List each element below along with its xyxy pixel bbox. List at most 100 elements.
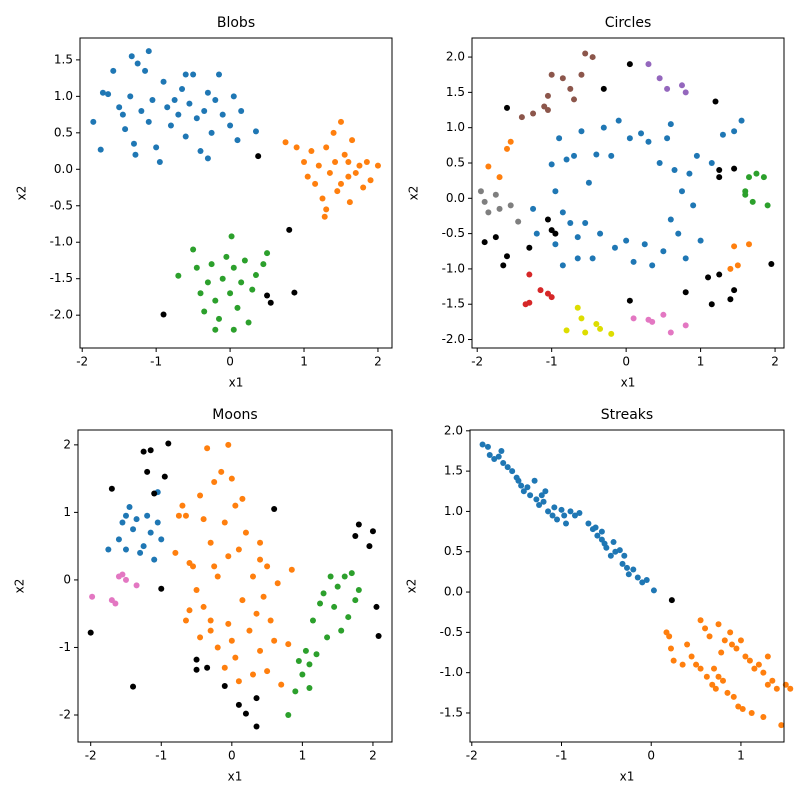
scatter-point (288, 566, 295, 573)
scatter-point (574, 255, 581, 262)
y-tick-label: 0.0 (444, 585, 463, 599)
scatter-point (249, 286, 256, 293)
scatter-point (153, 144, 160, 151)
scatter-point (578, 315, 585, 322)
scatter-point (667, 216, 674, 223)
plot-area (90, 48, 381, 333)
scatter-point (218, 468, 225, 475)
y-axis-label: x2 (407, 186, 421, 201)
x-tick-label: -1 (155, 749, 167, 763)
scatter-point (504, 464, 511, 471)
scatter-point (225, 441, 232, 448)
scatter-point (306, 684, 313, 691)
scatter-point (260, 593, 267, 600)
scatter-point (641, 241, 648, 248)
scatter-point (509, 468, 516, 475)
scatter-point (227, 122, 234, 129)
scatter-point (598, 528, 605, 535)
scatter-point (670, 657, 677, 664)
scatter-point (585, 179, 592, 186)
scatter-point (730, 693, 737, 700)
scatter-point (182, 512, 189, 519)
scatter-point (660, 311, 667, 318)
scatter-point (582, 220, 589, 227)
scatter-point (145, 48, 152, 55)
scatter-point (352, 169, 359, 176)
scatter-point (271, 637, 278, 644)
scatter-point (526, 244, 533, 251)
scatter-point (291, 289, 298, 296)
scatter-point (313, 651, 320, 658)
scatter-point (615, 117, 622, 124)
scatter-point (182, 133, 189, 140)
scatter-point (742, 653, 749, 660)
scatter-point (485, 209, 492, 216)
scatter-point (589, 54, 596, 61)
scatter-point (230, 93, 237, 100)
scatter-point (161, 473, 168, 480)
scatter-point (554, 516, 561, 523)
scatter-point (481, 198, 488, 205)
scatter-point (563, 156, 570, 163)
scatter-point (253, 610, 260, 617)
scatter-point (649, 318, 656, 325)
axes-frame (79, 37, 393, 349)
scatter-point (130, 526, 137, 533)
scatter-point (212, 326, 219, 333)
y-tick-label: -0.5 (442, 226, 465, 240)
scatter-point (151, 490, 158, 497)
scatter-point (513, 474, 520, 481)
x-axis-label: x1 (620, 770, 635, 784)
y-tick-label: 1.0 (444, 504, 463, 518)
scatter-point (105, 546, 112, 553)
scatter-point (727, 296, 734, 303)
scatter-point (319, 195, 326, 202)
scatter-point (703, 673, 710, 680)
x-tick-label: 1 (300, 355, 308, 369)
scatter-point (190, 246, 197, 253)
scatter-point (649, 262, 656, 269)
scatter-point (160, 311, 167, 318)
scatter-point (773, 685, 780, 692)
scatter-point (693, 152, 700, 159)
scatter-point (97, 146, 104, 153)
scatter-point (337, 180, 344, 187)
x-tick-label: 0 (228, 749, 236, 763)
scatter-point (778, 722, 785, 729)
scatter-point (122, 546, 129, 553)
scatter-point (769, 677, 776, 684)
scatter-point (334, 188, 341, 195)
x-tick-label: -1 (150, 355, 162, 369)
scatter-point (544, 290, 551, 297)
scatter-point (540, 498, 547, 505)
y-tick-label: 1.0 (54, 89, 73, 103)
scatter-point (156, 159, 163, 165)
scatter-point (690, 202, 697, 209)
scatter-point (760, 669, 767, 676)
scatter-point (708, 159, 715, 166)
scatter-point (211, 479, 218, 485)
scatter-point (304, 173, 311, 180)
scatter-point (140, 543, 147, 550)
scatter-point (492, 234, 499, 241)
scatter-point (282, 139, 289, 146)
x-axis-label: x1 (228, 770, 243, 784)
y-tick-label: 1.5 (54, 52, 73, 66)
scatter-point (108, 485, 115, 492)
y-tick-label: 0 (63, 572, 71, 586)
x-tick-label: -2 (85, 749, 97, 763)
subplot: -2 -1 0 1 2 2 1 0 -1 -2 Moons x1 x2 (13, 407, 393, 784)
scatter-point (320, 590, 327, 597)
y-tick-label: -1.5 (440, 705, 463, 719)
scatter-point (530, 110, 537, 117)
scatter-point (608, 152, 615, 159)
scatter-point (227, 290, 234, 297)
scatter-point (264, 250, 271, 257)
scatter-point (688, 653, 695, 660)
scatter-point (727, 629, 734, 636)
scatter-point (355, 587, 362, 594)
scatter-point (122, 576, 129, 583)
scatter-point (530, 205, 537, 212)
scatter-point (321, 213, 328, 220)
scatter-point (134, 60, 141, 67)
